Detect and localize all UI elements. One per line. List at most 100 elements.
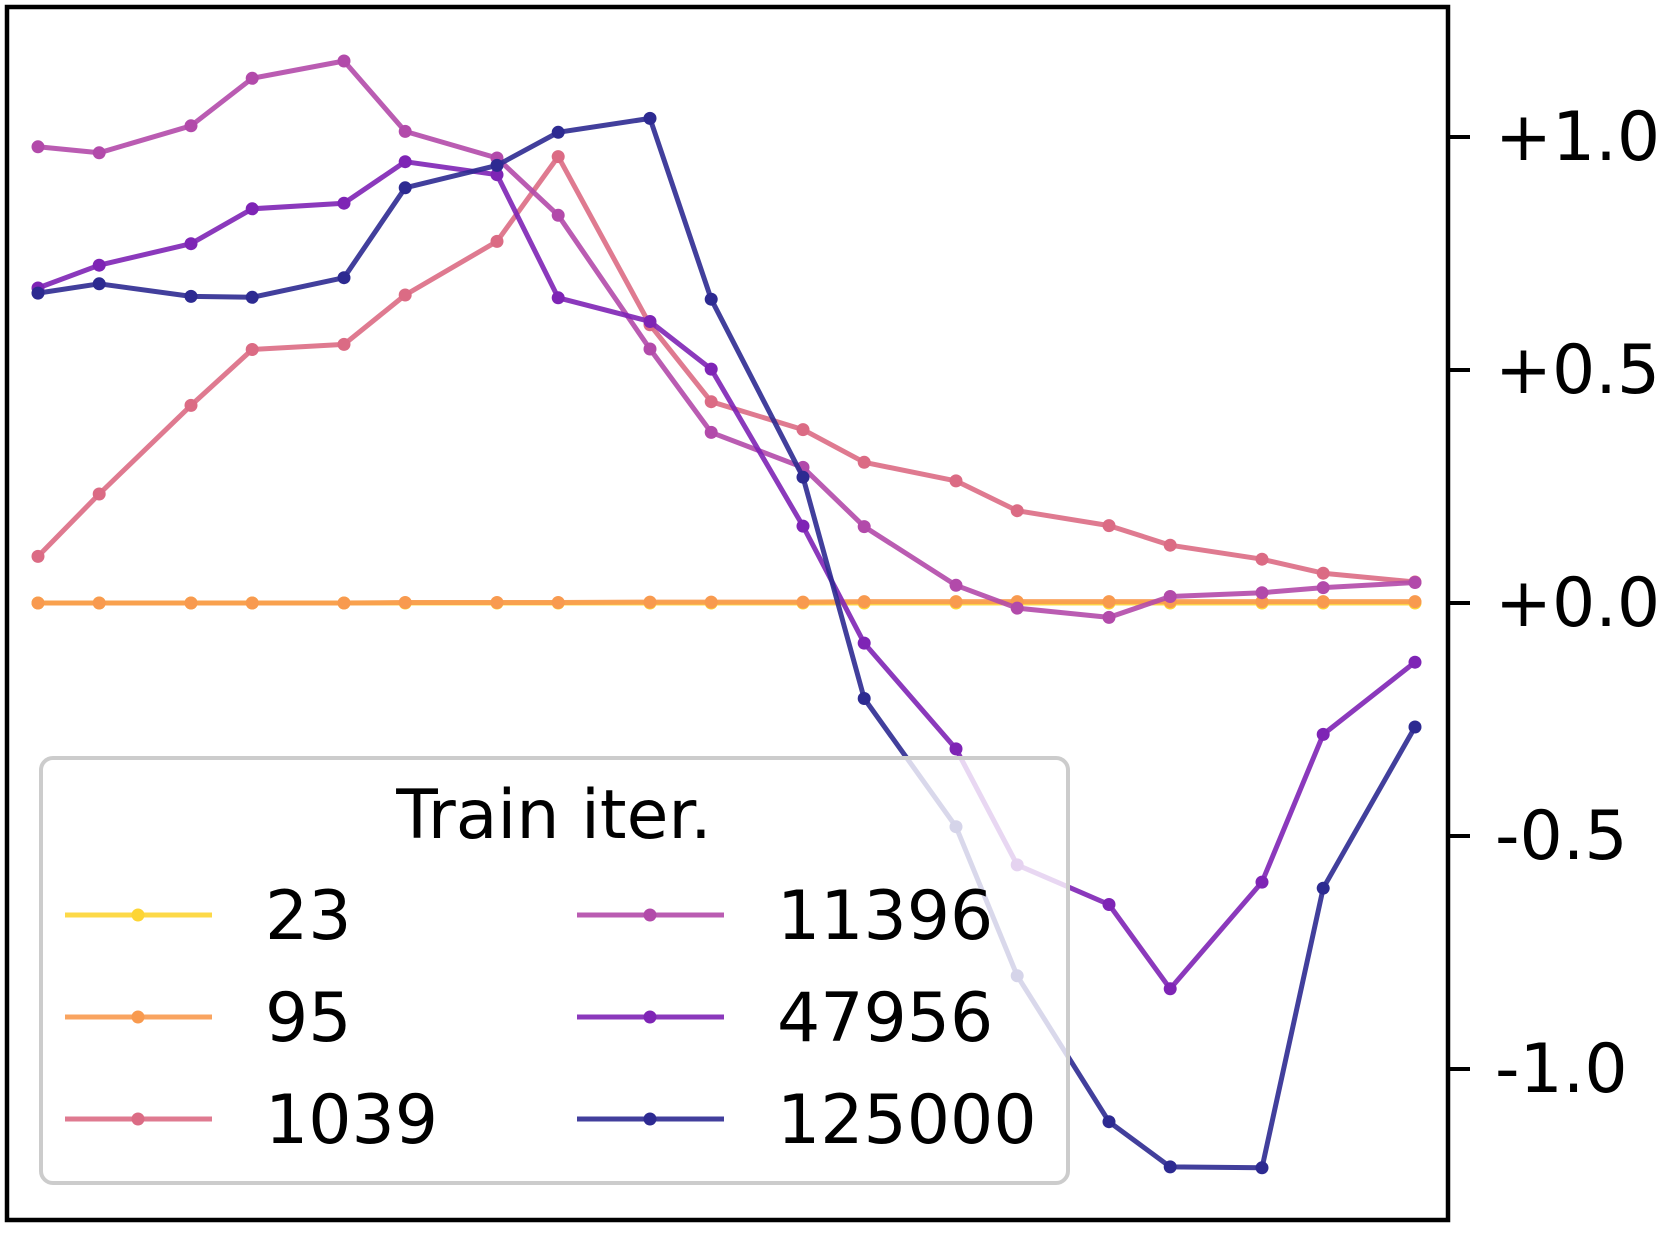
series-95	[31, 595, 1422, 610]
data-point-95	[857, 595, 871, 609]
data-point-11396	[245, 71, 259, 85]
data-point-11396	[1408, 576, 1422, 589]
data-point-95	[1255, 595, 1269, 609]
data-point-1039	[551, 150, 565, 164]
legend-label-11396: 11396	[777, 877, 993, 956]
data-point-47956	[643, 315, 657, 328]
data-point-95	[490, 596, 504, 609]
data-point-125000	[1316, 881, 1330, 895]
data-point-47956	[184, 237, 198, 251]
data-point-1039	[1102, 519, 1116, 533]
data-point-11396	[1102, 610, 1116, 624]
legend-title: Train iter.	[395, 776, 712, 855]
data-point-95	[643, 595, 657, 609]
data-point-1039	[1163, 538, 1177, 552]
legend-marker-95	[131, 1010, 145, 1024]
data-point-1039	[704, 395, 718, 409]
data-point-11396	[184, 119, 198, 133]
series-47956	[31, 155, 1422, 996]
data-point-47956	[1255, 875, 1269, 889]
data-point-11396	[551, 208, 565, 222]
data-point-47956	[92, 258, 106, 272]
data-point-11396	[643, 342, 657, 356]
series-1039	[31, 150, 1422, 589]
data-point-11396	[1255, 586, 1269, 600]
data-point-47956	[796, 519, 810, 533]
data-point-125000	[551, 125, 565, 139]
data-point-1039	[1316, 566, 1330, 580]
data-point-1039	[490, 234, 504, 248]
legend-marker-47956	[643, 1010, 657, 1024]
data-point-47956	[1408, 655, 1422, 669]
series-layer	[31, 54, 1422, 1175]
data-point-95	[1316, 595, 1330, 609]
data-point-11396	[857, 520, 871, 534]
data-point-1039	[31, 549, 45, 563]
data-point-1039	[949, 474, 963, 488]
data-point-11396	[949, 578, 963, 592]
data-point-11396	[1010, 601, 1024, 615]
data-point-125000	[398, 181, 412, 195]
data-point-95	[704, 595, 718, 609]
data-point-11396	[31, 140, 45, 154]
data-point-11396	[1163, 590, 1177, 603]
data-point-95	[1408, 595, 1422, 609]
data-point-125000	[1255, 1161, 1269, 1175]
data-point-1039	[1010, 504, 1024, 518]
data-point-125000	[92, 277, 106, 291]
y-tick-label: +0.5	[1495, 331, 1660, 410]
data-point-125000	[245, 290, 259, 304]
data-point-125000	[490, 158, 504, 172]
data-point-1039	[337, 337, 351, 351]
data-point-1039	[398, 288, 412, 302]
legend: Train iter. 23 95 1039 11396 47956 125000	[39, 756, 1070, 1185]
data-point-95	[551, 596, 565, 609]
legend-marker-125000	[643, 1112, 657, 1126]
data-point-47956	[245, 202, 259, 216]
plot-frame	[4, 4, 1451, 1223]
data-point-95	[949, 595, 963, 609]
data-point-95	[1102, 595, 1116, 609]
y-tick-label: -1.0	[1495, 1030, 1628, 1109]
data-point-125000	[184, 289, 198, 303]
y-tick-label: -0.5	[1495, 797, 1628, 876]
data-point-11396	[1316, 581, 1330, 595]
data-point-1039	[796, 423, 810, 437]
data-point-125000	[1102, 1115, 1116, 1129]
data-point-95	[31, 596, 45, 610]
legend-marker-11396	[643, 908, 657, 922]
series-line-95	[38, 599, 1415, 606]
legend-box	[39, 756, 1070, 1185]
data-point-11396	[704, 425, 718, 439]
data-point-47956	[490, 168, 504, 182]
legend-label-1039: 1039	[265, 1081, 438, 1160]
data-point-11396	[398, 124, 412, 138]
data-point-1039	[857, 455, 871, 469]
data-point-125000	[337, 271, 351, 285]
data-point-95	[245, 596, 259, 610]
data-point-47956	[1102, 898, 1116, 911]
legend-label-95: 95	[265, 979, 352, 1058]
data-point-125000	[796, 470, 810, 484]
y-tick-label: +0.0	[1495, 564, 1660, 643]
legend-label-47956: 47956	[777, 979, 993, 1058]
data-point-1039	[245, 343, 259, 356]
data-point-47956	[1163, 982, 1177, 996]
series-11396	[31, 54, 1422, 624]
data-point-95	[398, 596, 412, 609]
data-point-125000	[1163, 1160, 1177, 1174]
data-point-95	[337, 596, 351, 610]
legend-label-125000: 125000	[777, 1081, 1037, 1160]
data-point-95	[796, 595, 810, 609]
data-point-11396	[92, 146, 106, 160]
data-point-1039	[1255, 552, 1269, 566]
data-point-125000	[857, 692, 871, 705]
legend-marker-23	[131, 908, 145, 922]
data-point-125000	[1408, 720, 1422, 734]
data-point-47956	[949, 742, 963, 756]
y-axis: +1.0 +0.5 +0.0 -0.5 -1.0	[1448, 98, 1660, 1109]
data-point-1039	[92, 487, 106, 501]
data-point-47956	[398, 155, 412, 169]
